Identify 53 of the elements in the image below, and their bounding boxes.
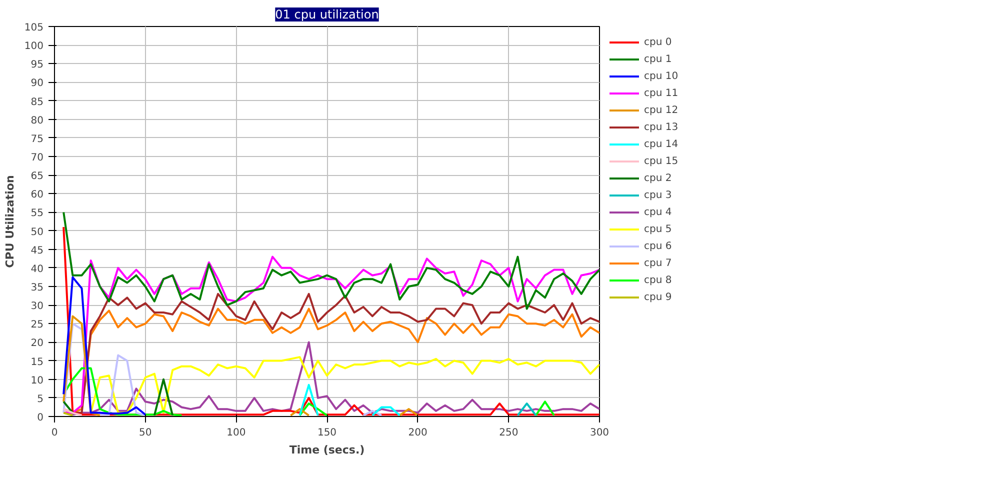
y-tick-label: 90 (30, 78, 44, 90)
legend-label: cpu 4 (644, 206, 672, 218)
legend-label: cpu 9 (644, 291, 672, 303)
y-tick-label: 5 (37, 394, 44, 405)
legend-label: cpu 11 (644, 87, 678, 99)
x-tick-label: 250 (499, 428, 518, 438)
y-tick-label: 95 (30, 60, 44, 71)
legend-label: cpu 13 (644, 121, 678, 133)
x-tick-label: 150 (317, 428, 337, 438)
legend-label: cpu 2 (644, 172, 672, 184)
y-tick-label: 50 (30, 226, 44, 238)
y-tick-label: 30 (30, 301, 44, 312)
line-series (62, 226, 600, 416)
legend-label: cpu 5 (644, 223, 672, 235)
legend-label: cpu 15 (644, 155, 678, 167)
y-tick-label: 40 (30, 264, 44, 275)
y-tick-label: 25 (30, 320, 44, 331)
y-tick-label: 0 (37, 412, 44, 424)
y-tick-label: 15 (30, 356, 44, 368)
y-tick-label: 85 (30, 96, 44, 108)
chart-title: 01 cpu utilization (275, 8, 379, 22)
line-series (90, 356, 600, 414)
legend-label: cpu 10 (644, 70, 678, 82)
legend-label: cpu 6 (644, 240, 672, 252)
x-axis-title: Time (secs.) (289, 444, 365, 456)
legend-label: cpu 14 (644, 138, 678, 150)
y-tick-label: 10 (30, 375, 44, 386)
x-tick-label: 50 (138, 428, 152, 438)
y-tick-label: 20 (30, 338, 44, 350)
legend-label: cpu 12 (644, 104, 678, 116)
y-tick-label: 100 (24, 41, 44, 52)
y-tick-label: 35 (30, 282, 44, 294)
line-series (62, 276, 146, 416)
y-tick-label: 75 (30, 134, 44, 145)
y-tick-label: 105 (24, 22, 44, 34)
x-tick-label: 0 (51, 428, 58, 438)
y-axis-title: CPU Utilization (3, 175, 16, 268)
y-tick-label: 70 (30, 152, 44, 164)
legend-label: cpu 1 (644, 53, 672, 65)
line-series (62, 256, 600, 414)
legend-label: cpu 0 (644, 36, 672, 48)
y-tick-label: 45 (30, 245, 44, 256)
y-tick-label: 55 (30, 208, 44, 220)
y-tick-label: 60 (30, 190, 44, 201)
x-tick-label: 300 (590, 428, 610, 438)
line-series (62, 211, 600, 310)
legend-label: cpu 7 (644, 257, 672, 269)
y-tick-label: 80 (30, 115, 44, 126)
legend-label: cpu 3 (644, 189, 672, 201)
y-tick-label: 65 (30, 171, 44, 182)
x-tick-label: 200 (408, 428, 428, 438)
x-tick-label: 100 (226, 428, 246, 438)
legend-label: cpu 8 (644, 274, 672, 286)
